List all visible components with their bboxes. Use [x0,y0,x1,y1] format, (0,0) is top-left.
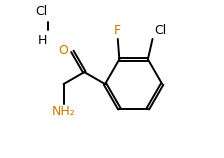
Text: O: O [59,44,69,57]
Text: Cl: Cl [154,24,166,37]
Text: Cl: Cl [35,5,47,18]
Text: H: H [38,34,47,47]
Text: F: F [114,24,121,37]
Text: NH₂: NH₂ [52,105,75,118]
